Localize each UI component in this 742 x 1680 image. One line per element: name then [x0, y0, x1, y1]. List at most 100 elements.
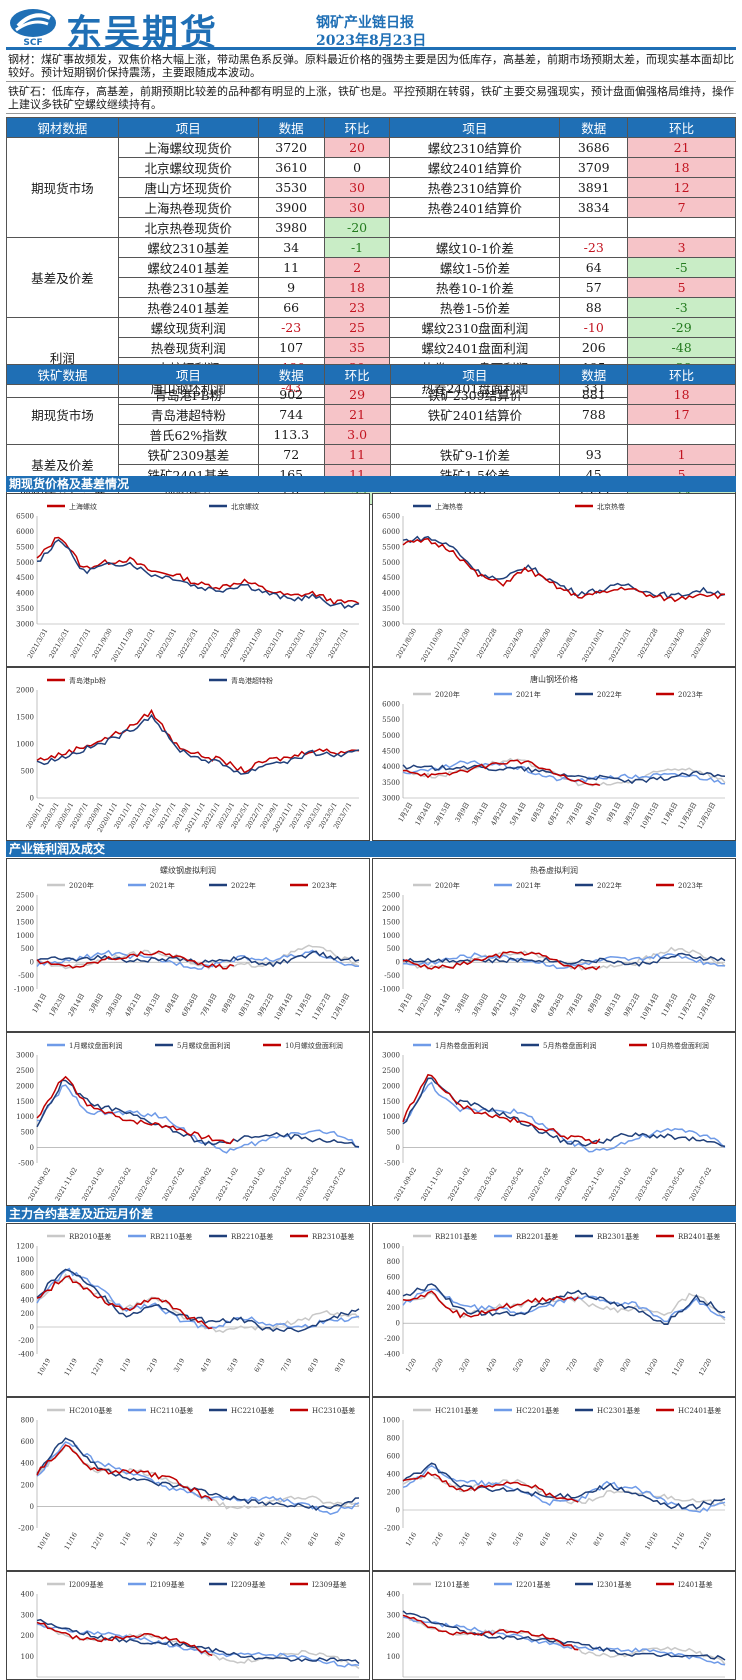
legend-label: 青岛港pb粉 [69, 676, 106, 685]
y-tick-label: 3500 [382, 779, 400, 787]
x-tick-label: 2022-01-02 [80, 1166, 106, 1202]
item-cell: 热卷10-1价差 [389, 277, 561, 298]
series-line [36, 1444, 213, 1502]
x-tick-label: 2022/1/31 [133, 627, 157, 660]
x-tick-label: 2022-09-02 [187, 1166, 213, 1202]
y-tick-label: 200 [387, 1489, 400, 1497]
x-tick-label: 6月26日 [546, 992, 566, 1018]
table-header-cell: 项目 [389, 364, 561, 385]
change-cell: 20 [323, 137, 391, 158]
change-cell: -5 [627, 257, 736, 278]
x-tick-label: 8/20 [592, 1357, 606, 1374]
x-tick-label: 7月19日 [565, 801, 585, 827]
y-tick-label: 0 [396, 959, 400, 967]
change-cell [627, 424, 736, 445]
chart-panel: 1月热卷盘面利润 5月热卷盘面利润 10月热卷盘面利润 3000 2500 2000 150… [372, 1032, 736, 1206]
item-cell [389, 424, 561, 445]
y-tick-label: 3000 [382, 1052, 400, 1060]
table-row: 基差及价差 螺纹2310基差 34 -1 螺纹10-1价差 -23 3 [6, 237, 736, 318]
legend-label: HC2010基差 [69, 1406, 112, 1415]
y-tick-label: -200 [18, 1525, 34, 1533]
x-tick-label: 2022/8/31 [556, 627, 580, 660]
x-tick-label: 2021/9/30 [90, 627, 114, 660]
value-cell: 3709 [559, 157, 629, 178]
x-tick-label: 5/16 [511, 1531, 525, 1548]
series-line [402, 535, 726, 600]
y-tick-label: 800 [21, 1270, 34, 1278]
change-cell: 3.0 [323, 424, 391, 445]
x-tick-label: 2021-09-02 [392, 1166, 418, 1202]
change-cell: 0 [323, 157, 391, 178]
y-tick-label: 1000 [382, 1243, 400, 1251]
value-cell: 3891 [559, 177, 629, 198]
chart-panel: I2009基差 I2109基差 I2209基差 I2309基差 400 300 200 100 [6, 1571, 370, 1680]
iron-comment: 铁矿石：低库存，高基差，前期预期比较差的品种都有明显的上涨，铁矿也是。平控预期在… [6, 84, 736, 114]
y-tick-label: -200 [384, 1335, 400, 1343]
x-tick-label: 2022-07-02 [527, 1166, 553, 1202]
x-tick-label: 2023-01-02 [607, 1166, 633, 1202]
y-tick-label: 1500 [16, 714, 34, 722]
chart-panel: 1月螺纹盘面利润 5月螺纹盘面利润 10月螺纹盘面利润 3000 2500 2000 150… [6, 1032, 370, 1206]
x-tick-label: 5/20 [511, 1357, 525, 1374]
y-tick-label: 400 [21, 1591, 34, 1599]
legend-label: 2023年 [312, 881, 337, 890]
legend-label: HC2401基差 [678, 1406, 721, 1415]
legend-label: 2020年 [435, 881, 460, 890]
x-tick-label: 2/16 [145, 1531, 159, 1548]
x-tick-label: 6月5日 [529, 801, 547, 823]
line-chart: HC2101基差 HC2201基差 HC2301基差 HC2401基差 1000 800 6… [382, 1406, 726, 1551]
item-cell: 铁矿2309基差 [117, 444, 259, 465]
table-row: 北京螺纹现货价 3610 0 螺纹2401结算价 3709 18 [7, 157, 736, 178]
x-tick-label: 7月18日 [565, 992, 585, 1018]
y-tick-label: 1500 [16, 918, 34, 926]
change-cell: 7 [627, 197, 736, 218]
x-tick-label: 2021-09-02 [26, 1166, 52, 1202]
series-line [402, 1616, 726, 1666]
y-tick-label: 4000 [382, 590, 400, 598]
x-tick-label: 1月23日 [48, 992, 68, 1018]
x-tick-label: 6/19 [253, 1357, 267, 1374]
x-tick-label: 5月13日 [508, 992, 528, 1018]
change-cell: 30 [323, 177, 391, 198]
chart-title: 唐山钢坯价格 [530, 674, 578, 684]
line-chart: HC2010基差 HC2110基差 HC2210基差 HC2310基差 800 600 40… [18, 1406, 360, 1551]
value-cell: 88 [559, 297, 629, 318]
series-line [402, 1077, 726, 1148]
y-tick-label: 5000 [16, 559, 34, 567]
legend-label: I2401基差 [678, 1580, 713, 1589]
line-chart: RB2101基差 RB2201基差 RB2301基差 RB2401基差 1000 800 6… [382, 1232, 726, 1377]
legend-label: 上海热卷 [435, 502, 463, 511]
value-cell: 3900 [257, 197, 325, 218]
x-tick-label: 1/19 [118, 1357, 132, 1374]
x-tick-label: 12月19日 [330, 992, 352, 1022]
y-tick-label: 200 [21, 1481, 34, 1489]
item-cell: 上海热卷现货价 [117, 197, 259, 218]
x-tick-label: 2022-07-02 [161, 1166, 187, 1202]
value-cell: 57 [559, 277, 629, 298]
item-cell: 青岛港超特粉 [117, 404, 259, 425]
x-tick-label: 8/16 [306, 1531, 320, 1548]
x-tick-label: 2023/7/31 [326, 627, 350, 660]
legend-label: 2022年 [597, 881, 622, 890]
x-tick-label: 8月9日 [220, 992, 238, 1014]
chart-panel: I2101基差 I2201基差 I2301基差 I2401基差 400 300 200 100 [372, 1571, 736, 1680]
value-cell: 3720 [257, 137, 325, 158]
series-line [402, 1081, 726, 1153]
y-tick-label: 500 [387, 945, 400, 953]
x-tick-label: 3月30日 [104, 992, 124, 1018]
x-tick-label: 11月5日 [294, 992, 314, 1018]
value-cell: 3686 [559, 137, 629, 158]
scf-logo-icon: SCF [10, 9, 56, 46]
x-tick-label: 11月5日 [660, 992, 680, 1018]
x-tick-label: 2022/9/30 [219, 627, 243, 660]
chart-panel: RB2101基差 RB2201基差 RB2301基差 RB2401基差 1000 800 6… [372, 1223, 736, 1397]
y-tick-label: 3000 [382, 621, 400, 629]
change-cell: -20 [323, 217, 391, 238]
change-cell: 5 [627, 277, 736, 298]
y-tick-label: 200 [387, 1632, 400, 1640]
x-tick-label: 2023/6/30 [690, 627, 714, 660]
x-tick-label: 6/16 [253, 1531, 267, 1548]
y-tick-label: 200 [387, 1304, 400, 1312]
x-tick-label: 1月23日 [414, 992, 434, 1018]
series-line [402, 1073, 601, 1145]
